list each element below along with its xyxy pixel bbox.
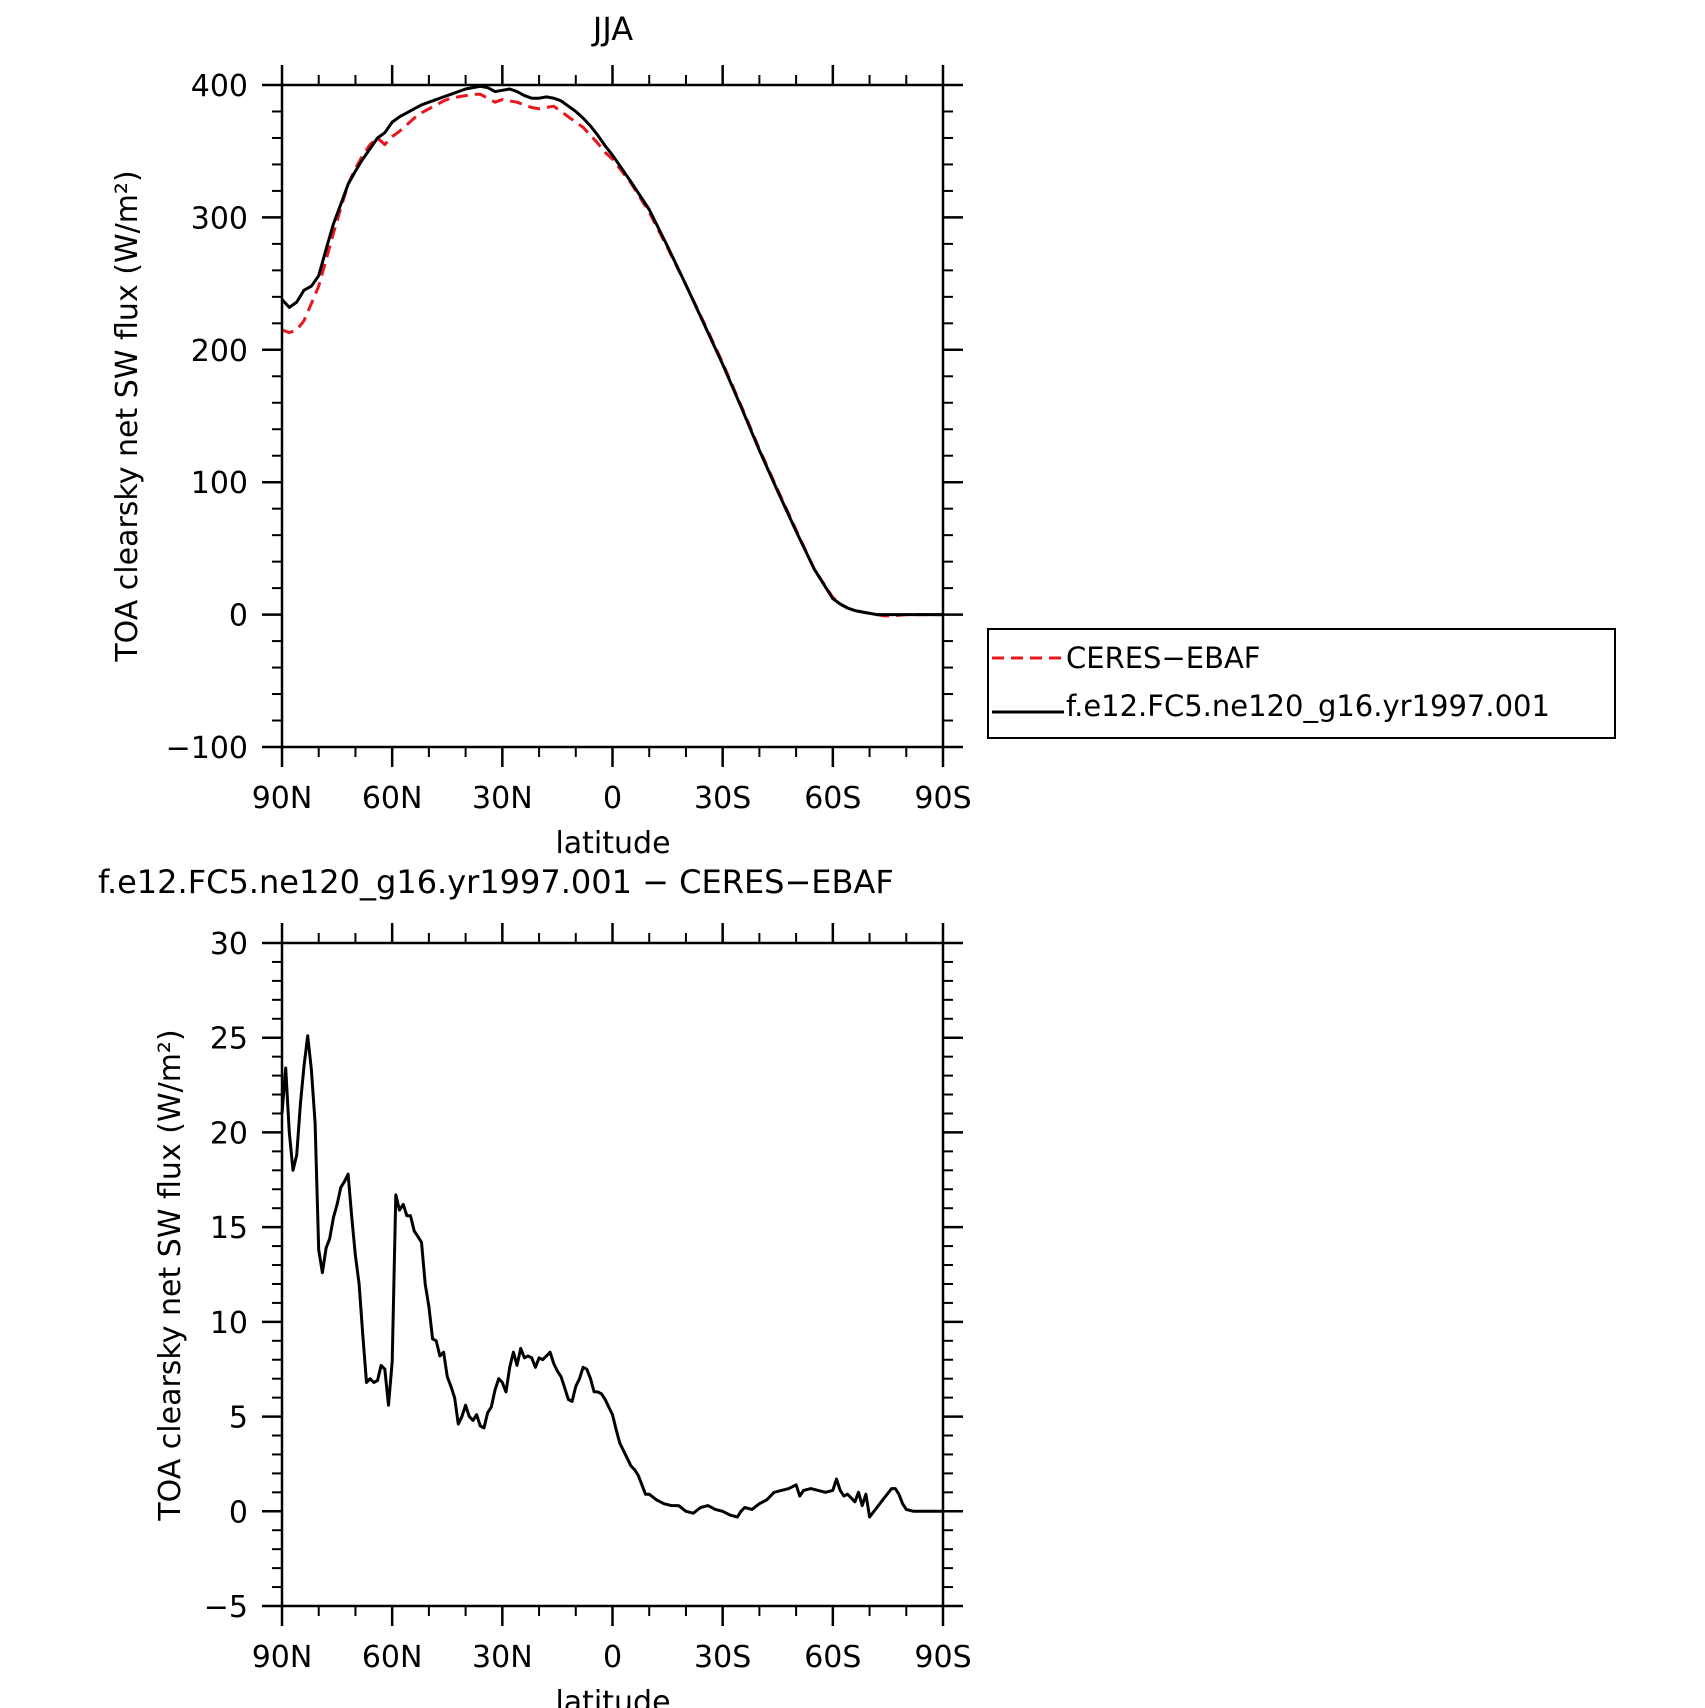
bottom-chart-plot-area (280, 1034, 943, 1519)
legend-label-ceres: CERES−EBAF (1066, 641, 1261, 675)
top-chart-plot-area (280, 84, 943, 618)
bottom-chart-x-axis-label: latitude (555, 1685, 670, 1708)
bottom-y-tick-label: 30 (210, 927, 248, 962)
bottom-x-tick-label: 90N (252, 1640, 313, 1675)
bottom-y-tick-label: 25 (210, 1022, 248, 1057)
bottom-x-tick-label: 30S (694, 1640, 751, 1675)
top-x-tick-label: 30N (472, 781, 533, 816)
top-x-tick-label: 90S (914, 781, 971, 816)
bottom-y-tick-label: 0 (229, 1495, 248, 1530)
series-line-difference (280, 1034, 943, 1519)
bottom-y-tick-label: 15 (210, 1211, 248, 1246)
bottom-y-tick-label: 10 (210, 1306, 248, 1341)
series-line-model (280, 84, 943, 617)
top-x-tick-label: 60N (362, 781, 423, 816)
bottom-chart-frame (280, 941, 945, 1608)
bottom-x-tick-label: 60N (362, 1640, 423, 1675)
legend-label-model: f.e12.FC5.ne120_g16.yr1997.001 (1066, 689, 1550, 723)
top-chart-y-axis-label: TOA clearsky net SW flux (W/m²) (110, 170, 145, 662)
top-y-tick-label: −100 (166, 731, 248, 766)
bottom-y-tick-label: −5 (204, 1590, 248, 1625)
bottom-chart-axes: −5 0 5 10 15 20 25 30 90N 60N 30N 0 30S 60S 90S (204, 923, 972, 1675)
top-y-tick-label: 0 (229, 599, 248, 634)
bottom-panel: f.e12.FC5.ne120_g16.yr1997.001 − CERES−E… (98, 863, 972, 1708)
legend-box (987, 628, 1616, 739)
bottom-chart-y-axis-label: TOA clearsky net SW flux (W/m²) (153, 1029, 188, 1521)
bottom-x-tick-label: 0 (603, 1640, 622, 1675)
top-panel: JJA −100 0 100 200 300 400 90N 60N 30N 0 30S 60S 90S… (110, 10, 972, 861)
top-chart-x-axis-label: latitude (555, 826, 670, 861)
top-x-tick-label: 60S (804, 781, 861, 816)
bottom-y-tick-label: 20 (210, 1116, 248, 1151)
series-line-ceres-ebaf (281, 92, 943, 618)
top-y-tick-label: 400 (191, 69, 248, 104)
top-chart-axes: −100 0 100 200 300 400 90N 60N 30N 0 30S 60S 90S (166, 65, 972, 816)
top-x-tick-label: 90N (252, 781, 313, 816)
bottom-x-tick-label: 90S (914, 1640, 971, 1675)
top-y-tick-label: 200 (191, 334, 248, 369)
top-y-tick-label: 300 (191, 201, 248, 236)
bottom-x-tick-label: 60S (804, 1640, 861, 1675)
top-x-tick-label: 30S (694, 781, 751, 816)
bottom-y-tick-label: 5 (229, 1401, 248, 1436)
top-chart-legend: CERES−EBAF f.e12.FC5.ne120_g16.yr1997.00… (987, 628, 1616, 739)
top-x-tick-label: 0 (603, 781, 622, 816)
top-chart-title: JJA (591, 10, 633, 48)
top-chart-frame (280, 83, 945, 749)
top-y-tick-label: 100 (191, 466, 248, 501)
bottom-x-tick-label: 30N (472, 1640, 533, 1675)
bottom-chart-title: f.e12.FC5.ne120_g16.yr1997.001 − CERES−E… (98, 863, 894, 901)
